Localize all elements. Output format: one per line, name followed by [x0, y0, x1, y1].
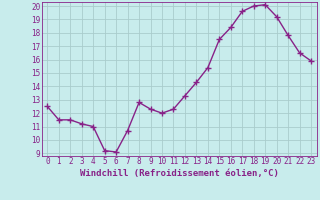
X-axis label: Windchill (Refroidissement éolien,°C): Windchill (Refroidissement éolien,°C): [80, 169, 279, 178]
